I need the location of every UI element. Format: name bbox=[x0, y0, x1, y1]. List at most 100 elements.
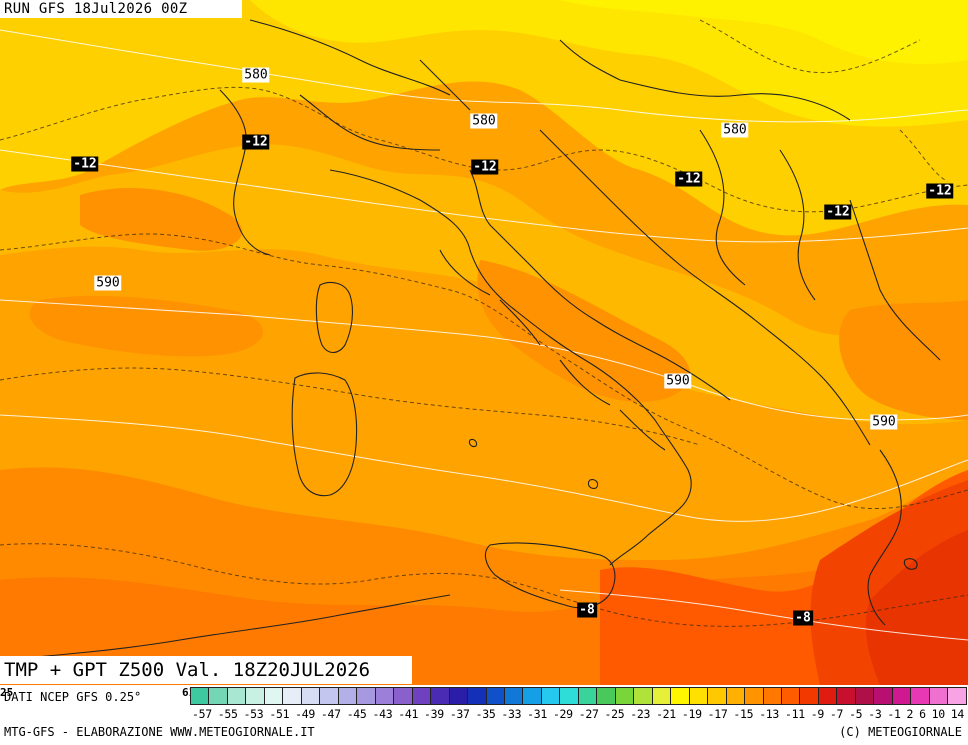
colorbar-swatch bbox=[540, 687, 561, 705]
colorbar-swatch bbox=[744, 687, 764, 705]
tmp-contour-label: -12 bbox=[471, 159, 499, 175]
colorbar-tick-label: -7 bbox=[829, 707, 844, 721]
colorbar-swatch bbox=[559, 687, 579, 705]
colorbar-swatch bbox=[430, 687, 450, 705]
colorbar-tick-label: -47 bbox=[320, 707, 341, 721]
colorbar-swatch bbox=[208, 687, 228, 705]
colorbar-tick-label: -33 bbox=[501, 707, 522, 721]
colorbar-tick-label: 6 bbox=[919, 707, 926, 721]
gpt-contour-label: 590 bbox=[94, 275, 122, 291]
footer-copyright: (C) METEOGIORNALE bbox=[839, 725, 962, 739]
colorbar-swatch bbox=[522, 687, 542, 705]
colorbar-tick-label: -11 bbox=[784, 707, 805, 721]
colorbar-swatch bbox=[614, 687, 635, 705]
colorbar-ticks: -57 -55 -53 -51 -49 -47 -45 -43 -41 -39 -37 -35 -33-… bbox=[192, 707, 964, 721]
tmp-contour-label: -12 bbox=[926, 183, 954, 199]
gpt-contour-label: 580 bbox=[470, 113, 498, 129]
colorbar-swatch bbox=[799, 687, 819, 705]
legend-area: 25 61 DATI NCEP GFS 0.25° -57 -55 -53 -51 -4… bbox=[0, 685, 968, 745]
colorbar-swatch bbox=[503, 687, 524, 705]
legend-cut-label: 25 bbox=[0, 686, 14, 699]
colorbar-tick-label: -15 bbox=[733, 707, 754, 721]
data-source-label: DATI NCEP GFS 0.25° bbox=[4, 690, 142, 704]
colorbar-tick-label: 14 bbox=[950, 707, 965, 721]
colorbar-swatch bbox=[263, 687, 284, 705]
tmp-contour-label: -12 bbox=[824, 204, 852, 220]
colorbar-swatch bbox=[947, 687, 967, 705]
colorbar-swatch bbox=[928, 687, 949, 705]
run-label: RUN GFS 18Jul2026 00Z bbox=[0, 0, 242, 18]
colorbar-swatch bbox=[873, 687, 893, 705]
colorbar-tick-label: -57 bbox=[192, 707, 212, 721]
colorbar-swatch bbox=[485, 687, 505, 705]
temperature-field-map bbox=[0, 0, 968, 685]
colorbar-swatch bbox=[577, 687, 598, 705]
colorbar-swatch bbox=[448, 687, 469, 705]
colorbar-tick-label: -19 bbox=[681, 707, 702, 721]
colorbar-swatch bbox=[707, 687, 727, 705]
tmp-contour-label: -8 bbox=[793, 610, 813, 626]
colorbar-swatch bbox=[374, 687, 395, 705]
colorbar-swatch bbox=[467, 687, 487, 705]
colorbar-tick-label: -41 bbox=[398, 707, 419, 721]
gpt-contour-label: 590 bbox=[870, 414, 898, 430]
colorbar-swatch bbox=[762, 687, 782, 705]
colorbar-swatch bbox=[836, 687, 856, 705]
colorbar-tick-label: -51 bbox=[269, 707, 290, 721]
colorbar-swatch bbox=[725, 687, 746, 705]
gpt-contour-label: 580 bbox=[721, 122, 749, 138]
colorbar-swatch bbox=[781, 687, 801, 705]
colorbar-swatch bbox=[688, 687, 709, 705]
colorbar-swatch bbox=[282, 687, 302, 705]
colorbar-swatch bbox=[319, 687, 339, 705]
colorbar-swatch bbox=[411, 687, 432, 705]
colorbar-tick-label: -1 bbox=[887, 707, 901, 721]
colorbar-tick-label: -43 bbox=[372, 707, 393, 721]
colorbar-swatch bbox=[596, 687, 616, 705]
colorbar-swatch bbox=[393, 687, 413, 705]
colorbar-tick-label: -55 bbox=[217, 707, 238, 721]
colorbar-tick-label: -27 bbox=[578, 707, 599, 721]
colorbar-swatch bbox=[854, 687, 875, 705]
tmp-contour-label: -12 bbox=[675, 171, 703, 187]
colorbar-swatch bbox=[633, 687, 653, 705]
colorbar-swatch bbox=[226, 687, 247, 705]
colorbar-tick-label: -13 bbox=[759, 707, 780, 721]
colorbar-swatch bbox=[245, 687, 265, 705]
colorbar-tick-label: -39 bbox=[424, 707, 444, 721]
colorbar-swatch bbox=[300, 687, 321, 705]
colorbar-tick-label: -49 bbox=[295, 707, 315, 721]
colorbar-tick-label: 2 bbox=[906, 707, 914, 721]
colorbar-tick-label: -37 bbox=[449, 707, 470, 721]
forecast-map: RUN GFS 18Jul2026 00Z 580 580 580 590 59… bbox=[0, 0, 968, 685]
tmp-contour-label: -12 bbox=[71, 156, 99, 172]
footer-credit: MTG-GFS - ELABORAZIONE WWW.METEOGIORNALE… bbox=[4, 725, 315, 739]
tmp-contour-label: -8 bbox=[577, 602, 597, 618]
colorbar-swatch bbox=[910, 687, 930, 705]
colorbar-swatch bbox=[670, 687, 690, 705]
colorbar-tick-label: -31 bbox=[527, 707, 548, 721]
colorbar-tick-label: 10 bbox=[931, 707, 946, 721]
colorbar-tick-label: -9 bbox=[810, 707, 825, 721]
colorbar-tick-label: -3 bbox=[868, 707, 882, 721]
colorbar-tick-label: -53 bbox=[243, 707, 264, 721]
colorbar-tick-label: -5 bbox=[849, 707, 863, 721]
colorbar-swatch bbox=[190, 687, 210, 705]
colorbar-swatch bbox=[337, 687, 358, 705]
colorbar-swatch bbox=[651, 687, 672, 705]
colorbar-tick-label: -17 bbox=[707, 707, 728, 721]
colorbar-swatch bbox=[356, 687, 376, 705]
colorbar-tick-label: -35 bbox=[475, 707, 496, 721]
gpt-contour-label: 580 bbox=[242, 67, 270, 83]
colorbar-tick-label: -21 bbox=[656, 707, 676, 721]
colorbar-swatch bbox=[891, 687, 912, 705]
valid-time-label: TMP + GPT Z500 Val. 18Z20JUL2026 bbox=[0, 656, 412, 684]
colorbar-swatch bbox=[817, 687, 838, 705]
colorbar-tick-label: -23 bbox=[630, 707, 651, 721]
colorbar-tick-label: -25 bbox=[604, 707, 625, 721]
colorbar-tick-label: -29 bbox=[552, 707, 573, 721]
tmp-contour-label: -12 bbox=[242, 134, 270, 150]
gpt-contour-label: 590 bbox=[664, 373, 692, 389]
colorbar-tick-label: -45 bbox=[346, 707, 367, 721]
temperature-colorbar bbox=[190, 687, 967, 705]
